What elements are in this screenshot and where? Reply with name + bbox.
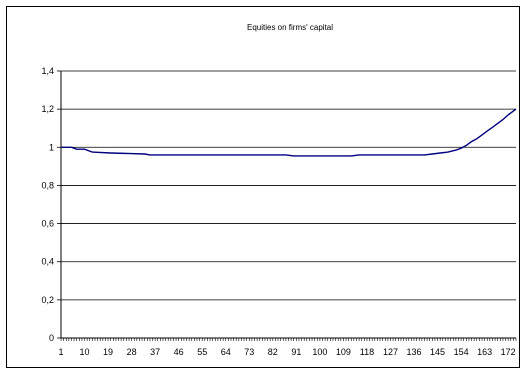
x-tick-label: 100: [312, 347, 327, 357]
y-tick-label: 1,4: [41, 66, 54, 76]
x-tick-label: 127: [383, 347, 398, 357]
grid-lines: [61, 70, 516, 301]
x-tick-label: 91: [291, 347, 301, 357]
x-tick-label: 82: [268, 347, 278, 357]
x-tick-label: 55: [197, 347, 207, 357]
y-tick-label: 0,6: [41, 219, 54, 229]
x-tick-label: 109: [336, 347, 351, 357]
x-tick-label: 163: [477, 347, 492, 357]
x-tick-label: 37: [150, 347, 160, 357]
series-layer: [61, 108, 517, 157]
x-tick-label: 136: [407, 347, 422, 357]
x-tick-label: 10: [80, 347, 90, 357]
x-tick-label: 19: [103, 347, 113, 357]
y-tick-label: 0: [49, 333, 54, 343]
chart-title: Equities on firms' capital: [247, 23, 333, 32]
axes: [57, 70, 517, 341]
y-tick-label: 1,2: [41, 104, 54, 114]
x-tick-label: 64: [221, 347, 231, 357]
series-line: [61, 108, 517, 157]
x-tick-label: 46: [174, 347, 184, 357]
line-chart: Equities on firms' capital 0 0,2 0,4 0,6 0,8…: [41, 23, 517, 357]
x-tick-label: 1: [58, 347, 63, 357]
x-tick-label: 145: [430, 347, 445, 357]
x-tick-label: 154: [454, 347, 469, 357]
y-tick-label: 0,4: [41, 257, 54, 267]
y-tick-labels: 0 0,2 0,4 0,6 0,8 1 1,2 1,4: [41, 66, 54, 343]
x-tick-labels: 1 10 19 28 37 46 55 64 73 82 91 100 109 118 127 136 145 1…: [58, 347, 515, 357]
y-tick-label: 0,2: [41, 295, 54, 305]
x-tick-label: 73: [244, 347, 254, 357]
y-tick-label: 1: [49, 142, 54, 152]
x-tick-label: 172: [501, 347, 516, 357]
x-tick-label: 28: [127, 347, 137, 357]
chart-frame: Equities on firms' capital 0 0,2 0,4 0,6 0,8…: [6, 6, 520, 368]
y-tick-label: 0,8: [41, 180, 54, 190]
x-tick-label: 118: [360, 347, 374, 357]
